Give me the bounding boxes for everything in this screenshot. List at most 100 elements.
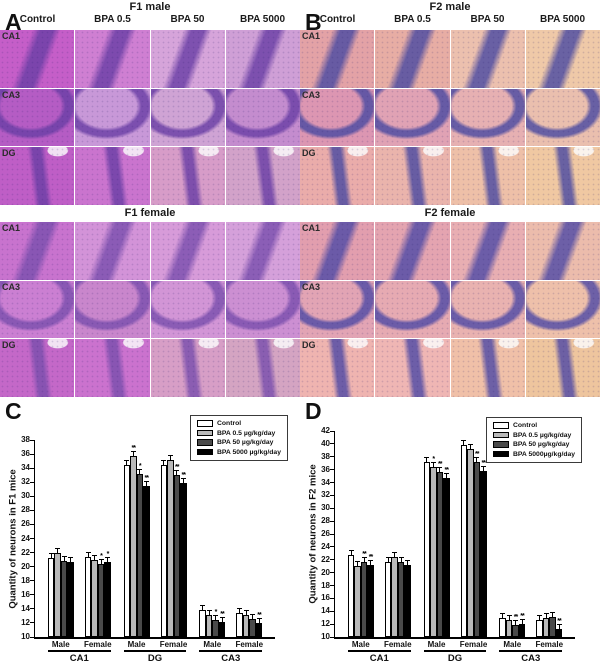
micrograph-grid: CA1 CA3 DG bbox=[0, 222, 300, 397]
bar-with-error bbox=[391, 551, 398, 637]
y-tick-mark bbox=[330, 430, 335, 432]
micrograph-tile: CA3 bbox=[300, 88, 375, 147]
region-label: CA3 bbox=[521, 652, 541, 664]
significance-marker: * bbox=[432, 456, 435, 464]
bar-with-error: ** bbox=[143, 475, 150, 637]
data-bar bbox=[104, 562, 111, 637]
cell-speckle-texture bbox=[0, 280, 75, 339]
data-bar bbox=[549, 617, 556, 637]
error-bar bbox=[219, 617, 225, 623]
bar-with-error bbox=[249, 613, 256, 637]
legend-label: Control bbox=[217, 420, 242, 427]
data-bar bbox=[218, 622, 226, 637]
y-tick-label: 22 bbox=[21, 547, 30, 557]
column-label: Control bbox=[319, 14, 356, 25]
stain-band bbox=[450, 30, 525, 88]
y-tick-mark bbox=[330, 572, 335, 574]
legend-label: BPA 5000 µg/kg/day bbox=[217, 448, 281, 456]
legend-label: BPA 50 µg/kg/day bbox=[513, 441, 570, 448]
y-tick-mark bbox=[30, 467, 35, 469]
micrograph-tile bbox=[375, 280, 450, 339]
error-bar bbox=[98, 558, 104, 564]
data-bar bbox=[167, 459, 174, 637]
data-bar bbox=[212, 620, 219, 637]
bar-with-error bbox=[404, 559, 411, 637]
y-tick-mark bbox=[330, 636, 335, 638]
y-tick-mark bbox=[330, 482, 335, 483]
column-label: BPA 0.5 bbox=[94, 14, 131, 25]
error-bar bbox=[348, 549, 354, 555]
significance-marker: ** bbox=[175, 463, 180, 471]
error-bar bbox=[174, 469, 180, 475]
y-tick-label: 26 bbox=[321, 529, 330, 538]
stain-band bbox=[375, 30, 450, 88]
cell-speckle-texture bbox=[375, 222, 450, 280]
y-tick-mark bbox=[330, 443, 335, 445]
micrograph-tile bbox=[375, 339, 450, 397]
error-bar bbox=[550, 612, 555, 617]
stain-band bbox=[150, 88, 225, 147]
histology-section: F2 female CA1 CA3 DG bbox=[300, 205, 600, 397]
micrograph-tile: DG bbox=[300, 339, 375, 397]
micrograph-tile bbox=[75, 280, 150, 339]
sex-group: ** Female bbox=[535, 612, 563, 649]
cell-speckle-texture bbox=[225, 280, 300, 339]
data-bar bbox=[512, 625, 519, 637]
error-bar bbox=[506, 615, 512, 621]
legend-swatch bbox=[197, 439, 213, 446]
bar-with-error bbox=[167, 454, 174, 637]
sex-group: ** ** Female bbox=[460, 439, 487, 649]
y-tick-mark bbox=[330, 494, 335, 496]
data-bar bbox=[160, 464, 167, 637]
error-bar bbox=[237, 608, 242, 614]
cell-speckle-texture bbox=[525, 147, 600, 205]
bar-with-error bbox=[54, 547, 61, 637]
micrograph-tile bbox=[225, 30, 300, 88]
y-tick-mark bbox=[330, 546, 335, 548]
y-tick-mark bbox=[30, 580, 35, 582]
y-tick-label: 42 bbox=[321, 426, 330, 435]
error-bar bbox=[124, 459, 130, 465]
y-tick-label: 12 bbox=[321, 619, 330, 629]
legend-row: BPA 0.5 µg/kg/day bbox=[197, 430, 281, 437]
micrograph-grid: CA1 CA3 DG bbox=[300, 30, 600, 205]
y-tick-mark bbox=[330, 610, 335, 612]
data-bar bbox=[404, 564, 411, 637]
bar-with-error: ** bbox=[367, 554, 374, 637]
column-headers: Control BPA 0.5 BPA 50 BPA 5000 bbox=[300, 14, 600, 30]
data-bar bbox=[367, 564, 374, 637]
error-bar bbox=[68, 557, 73, 563]
significance-marker: * bbox=[106, 551, 110, 559]
cell-speckle-texture bbox=[375, 88, 450, 147]
section-title: F2 male bbox=[429, 1, 471, 13]
legend-label: BPA 0.5 µg/kg/day bbox=[513, 431, 572, 439]
row-label: CA3 bbox=[2, 89, 21, 100]
region-group-ca3: ** ** Male ** Female CA3 bbox=[499, 612, 563, 664]
micrograph-tile bbox=[150, 222, 225, 280]
data-bar bbox=[347, 554, 355, 637]
cell-speckle-texture bbox=[450, 339, 525, 397]
stain-band bbox=[225, 30, 300, 88]
legend-swatch bbox=[493, 441, 509, 448]
x-tick-label: Male bbox=[351, 640, 370, 649]
section-title: F1 female bbox=[124, 207, 176, 219]
y-tick-label: 30 bbox=[21, 491, 30, 501]
error-bar bbox=[398, 557, 404, 563]
micrograph-tile bbox=[375, 222, 450, 280]
cell-speckle-texture bbox=[525, 339, 600, 397]
legend-row: Control bbox=[197, 420, 281, 427]
micrograph-tile: CA3 bbox=[300, 280, 375, 339]
column-label: BPA 50 bbox=[170, 14, 205, 25]
data-bar bbox=[391, 556, 398, 637]
region-underline bbox=[199, 650, 263, 652]
legend-swatch bbox=[197, 420, 213, 427]
stain-band bbox=[150, 30, 225, 88]
micrograph-grid: CA1 CA3 DG bbox=[300, 222, 600, 397]
bar-with-error bbox=[549, 612, 556, 637]
micrograph-grid: CA1 CA3 DG bbox=[0, 30, 300, 205]
region-group-ca1: ** ** Male Female CA1 bbox=[347, 549, 412, 664]
stain-band bbox=[75, 30, 150, 88]
micrograph-tile bbox=[525, 88, 600, 147]
error-bar bbox=[474, 456, 480, 462]
legend: Control BPA 0.5 µg/kg/day BPA 50 µg/kg/day… bbox=[486, 417, 583, 463]
